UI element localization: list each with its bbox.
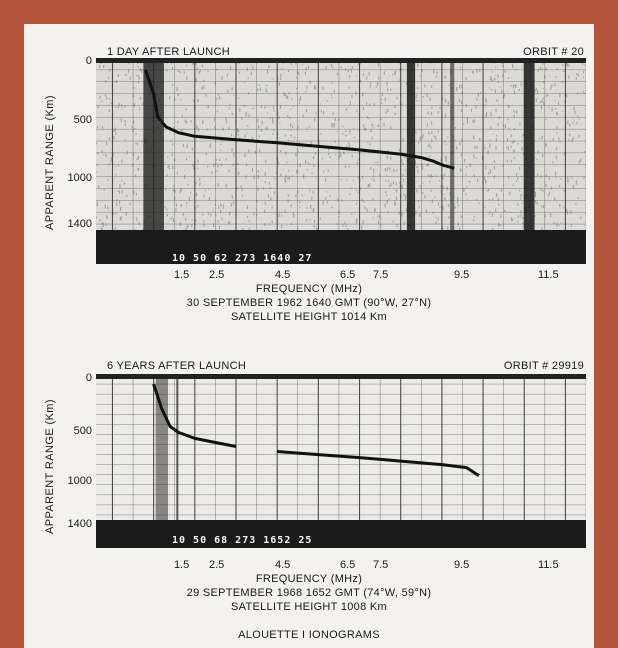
figure-paper: 1 DAY AFTER LAUNCH ORBIT # 20 APPARENT R… <box>24 24 594 648</box>
panel1-caption-date: 30 SEPTEMBER 1962 1640 GMT (90°W, 27°N) <box>186 297 432 309</box>
panel2-xtick: 11.5 <box>538 559 559 571</box>
panel1-plot <box>96 58 586 264</box>
panel2-ytick: 0 <box>85 372 92 384</box>
panel2-xtick: 9.5 <box>454 559 470 571</box>
panel1-caption-height: SATELLITE HEIGHT 1014 Km <box>231 311 387 323</box>
panel2-orbit: ORBIT # 29919 <box>503 360 584 372</box>
plot-background <box>96 374 586 520</box>
zero-range-strip <box>96 374 586 379</box>
interference-band <box>143 58 164 230</box>
data-bar <box>96 230 586 264</box>
panel2-ytick: 500 <box>73 425 92 437</box>
panel2-caption-height: SATELLITE HEIGHT 1008 Km <box>231 601 387 613</box>
echo-trace <box>143 69 422 160</box>
panel1-xtick: 1.5 <box>174 269 190 281</box>
panel2-data-bar-code: 10 50 68 273 1652 25 <box>172 535 313 546</box>
interference-band <box>524 58 535 230</box>
data-bar <box>96 520 586 548</box>
echo-trace <box>420 156 455 170</box>
panel2-plot <box>96 374 586 548</box>
panel1-ytick: 1000 <box>67 172 92 184</box>
panel1-xtick: 7.5 <box>373 269 389 281</box>
panel2-ytick: 1000 <box>67 475 92 487</box>
panel2-xtick: 6.5 <box>340 559 356 571</box>
panel1-data-bar-code: 10 50 62 273 1640 27 <box>172 253 313 264</box>
figure-title: ALOUETTE I IONOGRAMS <box>238 629 380 641</box>
interference-band <box>450 58 455 230</box>
panel1-xtick: 9.5 <box>454 269 470 281</box>
panel2-ylabel: APPARENT RANGE (Km) <box>44 399 56 534</box>
zero-range-strip <box>96 58 586 63</box>
interference-band <box>155 374 169 520</box>
panel1-orbit: ORBIT # 20 <box>523 46 584 58</box>
panel1-ytick: 1400 <box>67 218 92 230</box>
panel1-ytick: 0 <box>85 55 92 67</box>
panel2-title: 6 YEARS AFTER LAUNCH <box>107 360 247 372</box>
panel2-caption-date: 29 SEPTEMBER 1968 1652 GMT (74°W, 59°N) <box>186 587 432 599</box>
panel1-xtick: 11.5 <box>538 269 559 281</box>
interference-band <box>176 374 179 520</box>
interference-band <box>406 58 416 230</box>
panel1-ytick: 500 <box>73 114 92 126</box>
panel2-xtick: 7.5 <box>373 559 389 571</box>
plot-background <box>96 58 586 230</box>
panel2-ytick: 1400 <box>67 518 92 530</box>
panel1-xtick: 2.5 <box>209 269 225 281</box>
panel2-xtick: 2.5 <box>209 559 225 571</box>
panel1-xlabel: FREQUENCY (MHz) <box>255 283 363 295</box>
panel1-xtick: 6.5 <box>340 269 356 281</box>
panel2-xtick: 1.5 <box>174 559 190 571</box>
panel1-title: 1 DAY AFTER LAUNCH <box>107 46 230 58</box>
panel2-xtick: 4.5 <box>275 559 291 571</box>
panel1-xtick: 4.5 <box>275 269 291 281</box>
panel2-xlabel: FREQUENCY (MHz) <box>255 573 363 585</box>
